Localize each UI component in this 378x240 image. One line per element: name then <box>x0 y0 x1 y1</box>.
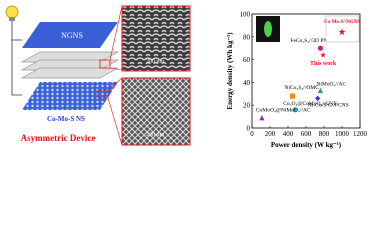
data-point <box>292 107 298 113</box>
bulb <box>5 5 19 19</box>
x-tick-label: 1200 <box>353 130 368 138</box>
top-label: NGNS <box>61 31 83 40</box>
wire <box>11 21 22 96</box>
x-tick-label: 0 <box>250 130 254 138</box>
scale-bar-label: 200 nm <box>146 132 165 138</box>
inset-glow <box>264 21 272 37</box>
x-axis-label: Power density (W kg⁻¹) <box>271 141 342 149</box>
annotation: This work <box>310 61 337 67</box>
data-point <box>320 51 327 58</box>
point-label: Co₃O₄@CoMoO₄//CNT <box>283 101 337 107</box>
y-tick-label: 100 <box>240 11 251 19</box>
y-tick-label: 60 <box>243 56 251 64</box>
scale-bar-label: 200 nm <box>146 59 165 65</box>
x-tick-label: 800 <box>319 130 330 138</box>
bulb-base <box>9 17 15 21</box>
chart: Energy density (Wh kg⁻¹) Power density (… <box>226 13 361 149</box>
sem-image <box>121 77 191 146</box>
data-point <box>259 115 265 121</box>
data-point <box>315 95 321 101</box>
x-tick-label: 600 <box>301 130 312 138</box>
schematic: NGNS Co-Mo-S NS Asymmetric Device <box>5 5 120 143</box>
sem-image <box>121 5 191 72</box>
legend-label: Co-Mo-S//NGNS <box>324 20 360 25</box>
sem-images: 200 nm 200 nm <box>107 5 191 146</box>
y-tick-label: 0 <box>247 125 251 133</box>
y-tick-label: 80 <box>243 33 251 41</box>
bottom-electrode <box>22 82 118 110</box>
top-electrode <box>22 22 118 48</box>
data-point <box>317 87 323 93</box>
point-label: NiMoO₄//AC <box>316 81 346 87</box>
device-label: Asymmetric Device <box>21 133 96 143</box>
data-point <box>317 45 323 51</box>
zoom-line <box>107 5 123 146</box>
data-point <box>289 93 296 99</box>
bottom-label: Co-Mo-S NS <box>47 115 85 123</box>
layers <box>20 51 120 79</box>
figure: NGNS Co-Mo-S NS Asymmetric Device 200 nm… <box>5 5 368 149</box>
zoom-box <box>97 89 109 99</box>
y-tick-label: 20 <box>243 102 251 110</box>
point-label: FeCo₂S₄//3D PNG <box>290 38 331 44</box>
point-label: NiCo₂S₄//OMC <box>285 85 320 91</box>
point-label: Ni-Co-S/G//PCNS <box>308 102 349 108</box>
x-tick-label: 1000 <box>335 130 350 138</box>
legend-box <box>325 15 360 43</box>
zoom-box <box>99 59 111 69</box>
legend-marker <box>338 28 346 36</box>
y-tick-label: 40 <box>243 79 251 87</box>
x-tick-label: 400 <box>283 130 294 138</box>
x-tick-label: 200 <box>265 130 276 138</box>
point-label: CoMoO₄@NiMoO₄//AC <box>256 108 311 114</box>
y-axis-label: Energy density (Wh kg⁻¹) <box>226 32 234 110</box>
